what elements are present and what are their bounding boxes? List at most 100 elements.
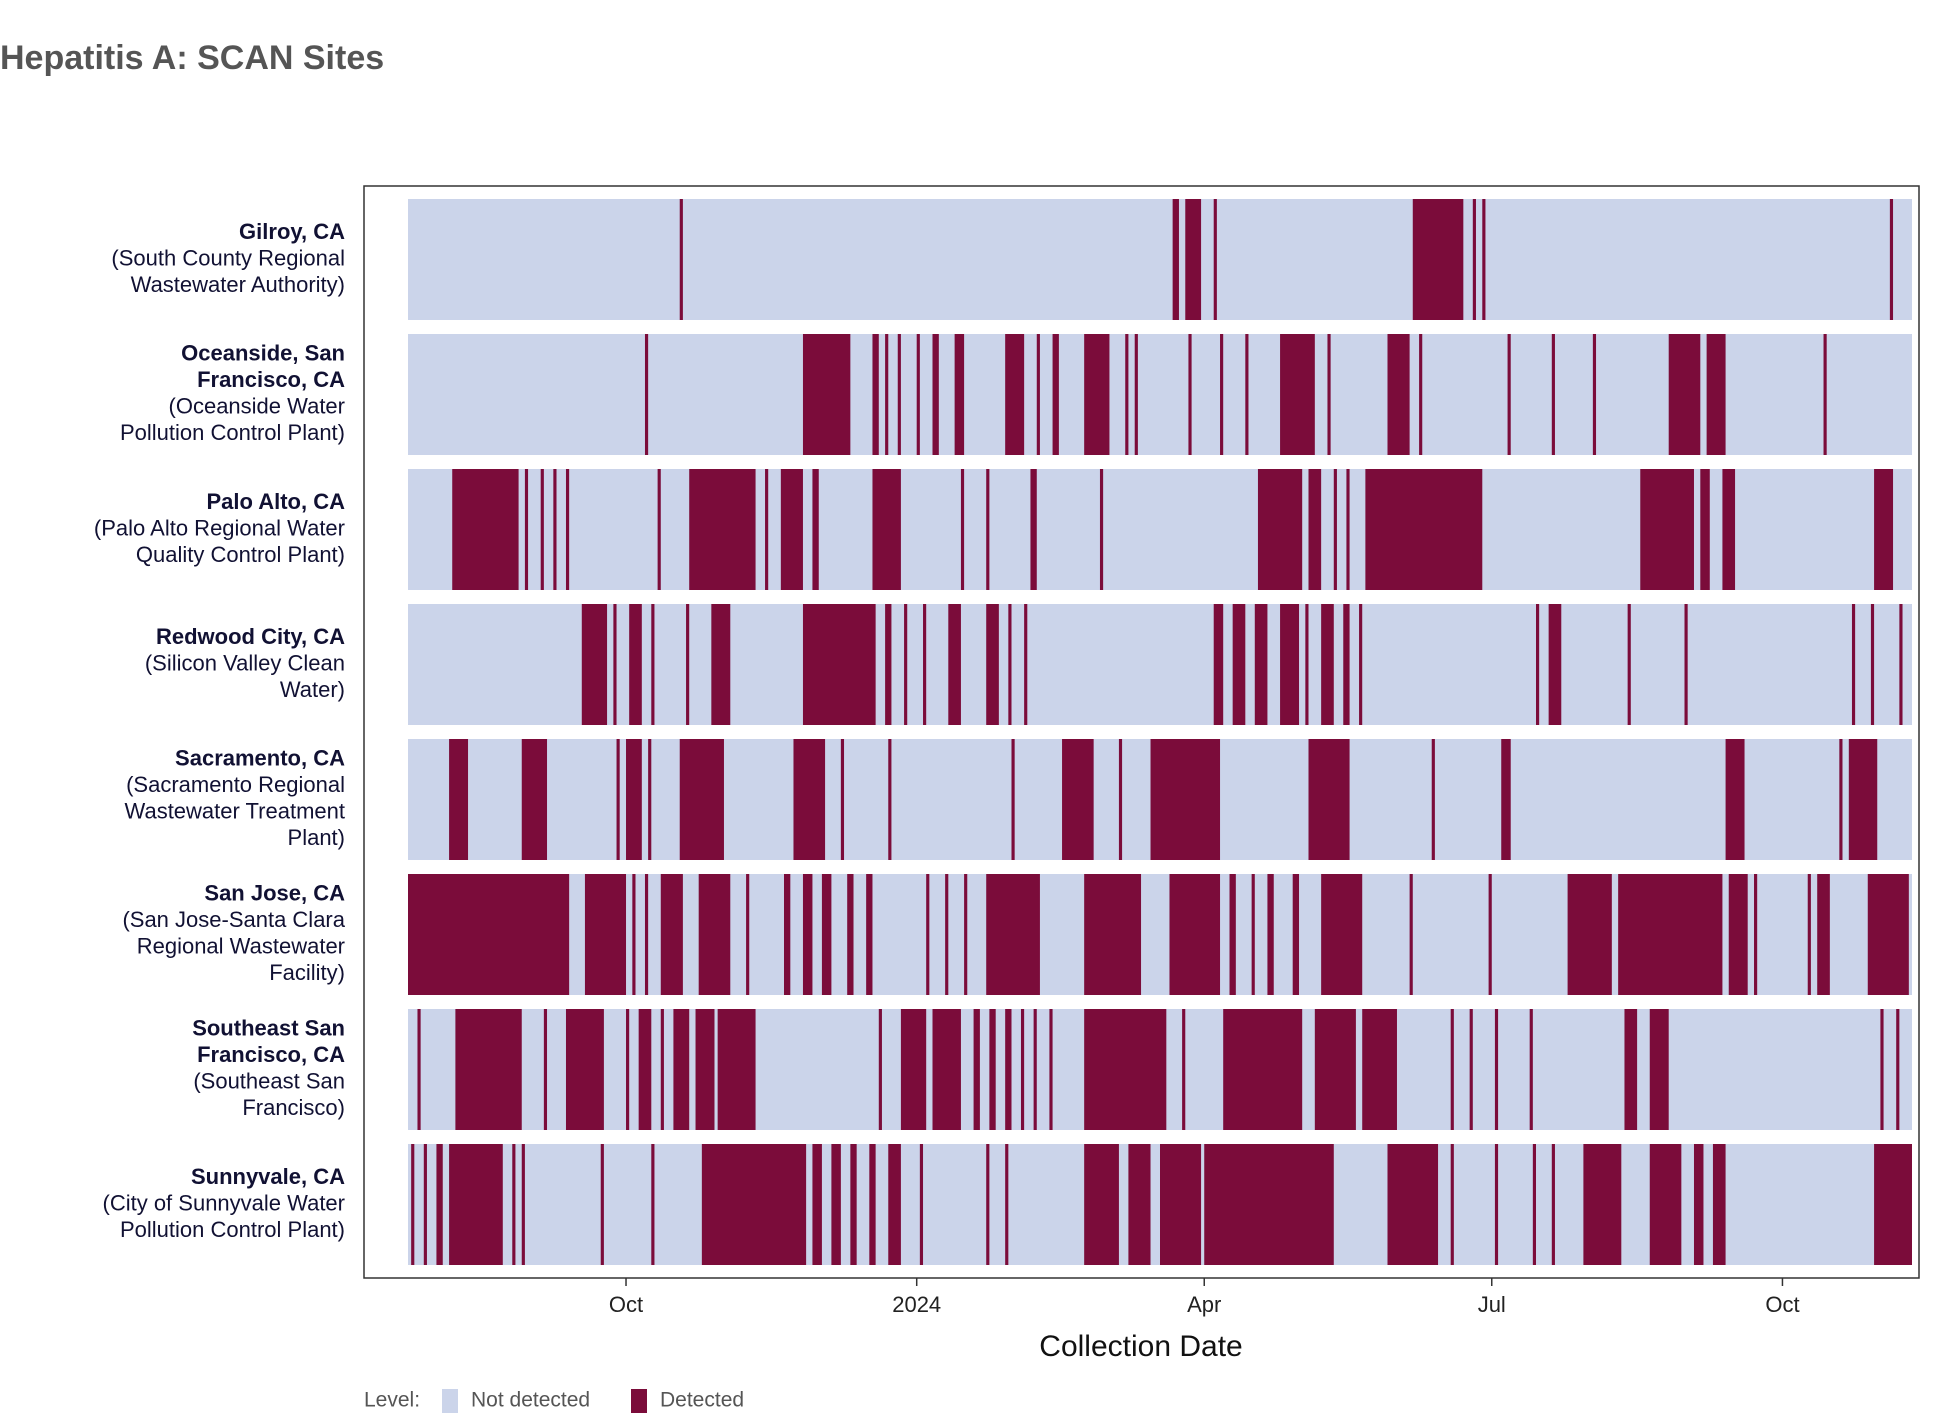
legend-swatch — [631, 1389, 647, 1413]
detected-span — [1567, 874, 1612, 995]
detected-span — [973, 1009, 980, 1130]
detected-span — [1618, 874, 1723, 995]
detected-span — [701, 1144, 807, 1265]
detected-span — [1640, 469, 1694, 590]
site-name: Redwood City, CA — [156, 624, 345, 649]
detected-span — [600, 1144, 604, 1265]
detected-span — [872, 334, 879, 455]
detected-span — [900, 1009, 927, 1130]
detected-span — [1668, 334, 1701, 455]
detected-span — [679, 739, 724, 860]
detected-span — [919, 1144, 924, 1265]
facility-name: Plant) — [288, 825, 345, 850]
detected-span — [1469, 1009, 1473, 1130]
detected-span — [1213, 604, 1224, 725]
facility-name: Pollution Control Plant) — [120, 1217, 345, 1242]
detected-span — [1160, 1144, 1202, 1265]
detected-span — [1896, 1009, 1900, 1130]
detected-span — [850, 1144, 857, 1265]
detected-span — [1005, 1144, 1009, 1265]
detected-span — [1036, 334, 1040, 455]
detected-span — [1472, 199, 1476, 320]
row-background — [408, 199, 1912, 320]
detected-span — [411, 1144, 415, 1265]
x-tick-label: Jul — [1478, 1292, 1506, 1317]
detected-span — [802, 874, 813, 995]
detected-span — [1649, 1144, 1682, 1265]
site-name: San Jose, CA — [204, 881, 345, 906]
detected-span — [512, 1144, 516, 1265]
detected-span — [644, 334, 649, 455]
detected-span — [885, 604, 892, 725]
detected-span — [1387, 1144, 1439, 1265]
detected-span — [1030, 469, 1037, 590]
detected-span — [1874, 469, 1894, 590]
detected-span — [1684, 604, 1688, 725]
detected-span — [1005, 1009, 1012, 1130]
x-tick-label: 2024 — [892, 1292, 941, 1317]
detected-span — [1257, 469, 1303, 590]
detected-span — [1084, 1009, 1167, 1130]
detected-span — [521, 739, 548, 860]
chart-title: Hepatitis A: SCAN Sites — [0, 39, 384, 77]
detected-span — [651, 604, 655, 725]
detected-span — [1624, 1009, 1638, 1130]
detected-span — [1011, 739, 1015, 860]
detected-span — [1308, 469, 1322, 590]
detected-span — [1084, 874, 1142, 995]
detected-span — [1823, 334, 1827, 455]
detected-span — [452, 469, 519, 590]
detected-span — [1728, 874, 1748, 995]
detected-span — [986, 874, 1040, 995]
facility-name: (South County Regional — [111, 245, 345, 270]
detected-span — [1700, 469, 1710, 590]
facility-name: (Oceanside Water — [169, 394, 345, 419]
detected-span — [1725, 739, 1745, 860]
detected-span — [964, 874, 968, 995]
detected-span — [449, 739, 469, 860]
x-tick-label: Apr — [1187, 1292, 1221, 1317]
detected-span — [1084, 1144, 1119, 1265]
facility-name: Facility) — [269, 960, 345, 985]
detected-span — [1412, 199, 1464, 320]
detected-span — [1308, 739, 1350, 860]
detected-span — [1450, 1144, 1454, 1265]
detected-span — [872, 469, 901, 590]
detected-span — [1889, 199, 1894, 320]
facility-name: Pollution Control Plant) — [120, 420, 345, 445]
detected-span — [1482, 199, 1486, 320]
detected-span — [1182, 1009, 1186, 1130]
detected-span — [986, 604, 999, 725]
row-background — [408, 334, 1912, 455]
detected-span — [1649, 1009, 1669, 1130]
detected-span — [1020, 1009, 1025, 1130]
detected-span — [812, 469, 819, 590]
detected-span — [1536, 604, 1540, 725]
detected-span — [565, 1009, 604, 1130]
detected-span — [960, 469, 965, 590]
detected-span — [584, 874, 627, 995]
detected-span — [717, 1009, 756, 1130]
detected-span — [660, 874, 683, 995]
detected-span — [1494, 1009, 1499, 1130]
x-tick-label: Oct — [609, 1292, 643, 1317]
detected-span — [945, 874, 949, 995]
detected-span — [1592, 334, 1597, 455]
detected-span — [821, 874, 832, 995]
detected-span — [626, 739, 642, 860]
detected-span — [780, 469, 803, 590]
facility-name: Quality Control Plant) — [136, 542, 345, 567]
detected-span — [1583, 1144, 1622, 1265]
site-name: Oceanside, San — [181, 341, 345, 366]
detected-span — [1848, 739, 1878, 860]
detected-span — [1008, 604, 1012, 725]
facility-name: (Palo Alto Regional Water — [94, 515, 345, 540]
facility-name: (Silicon Valley Clean — [145, 650, 345, 675]
detected-span — [1251, 874, 1255, 995]
detected-span — [1321, 604, 1334, 725]
detected-span — [1722, 469, 1736, 590]
detected-span — [417, 1009, 421, 1130]
detected-span — [1817, 874, 1830, 995]
